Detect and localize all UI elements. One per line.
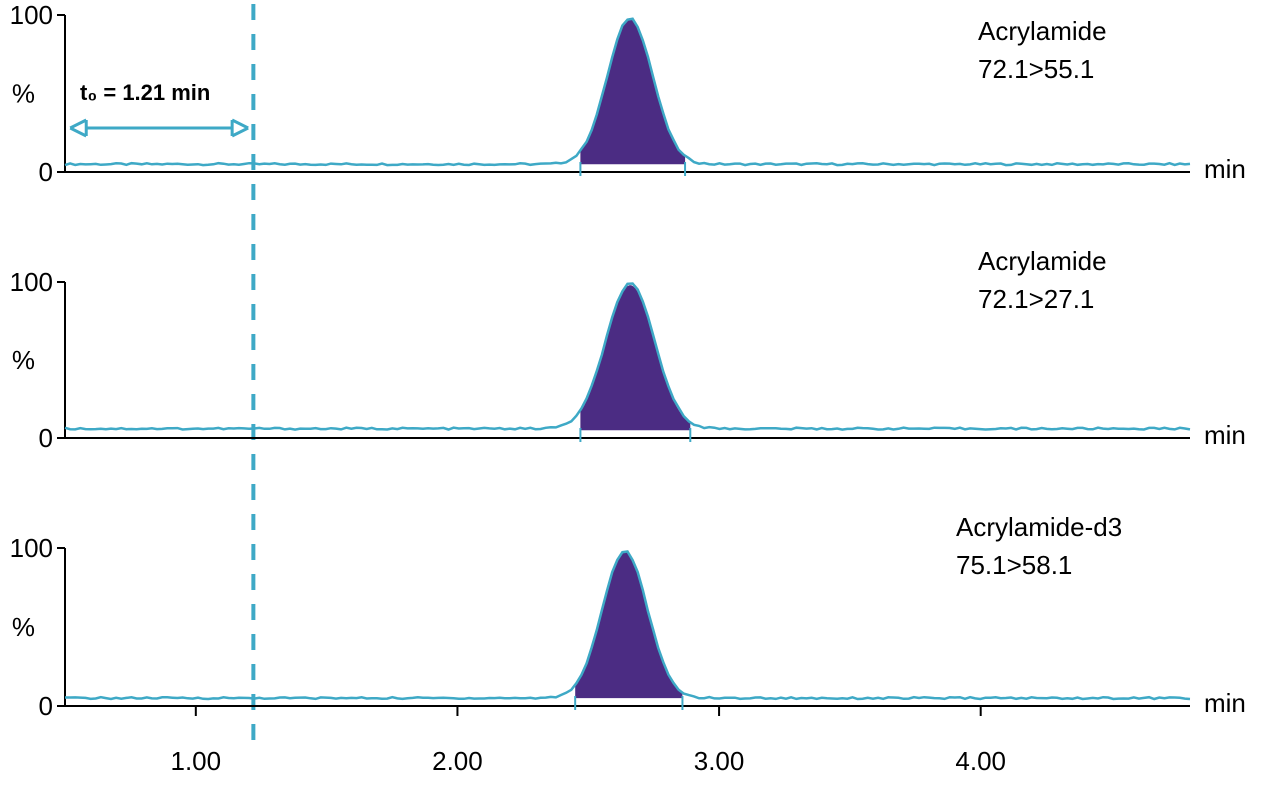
t0-arrow-head-left xyxy=(70,120,86,136)
y-axis-symbol: % xyxy=(12,612,35,642)
compound-name-label: Acrylamide xyxy=(978,246,1107,276)
x-axis-unit-label: min xyxy=(1204,420,1246,450)
x-tick-label: 3.00 xyxy=(694,746,745,776)
transition-label: 75.1>58.1 xyxy=(956,550,1072,580)
panel-2: 0 100% Acrylamide 72.1>27.1 min xyxy=(10,246,1246,453)
y-tick-label: 0 xyxy=(39,423,53,453)
compound-name-label: Acrylamide xyxy=(978,16,1107,46)
chromatogram-figure: 0 100% Acrylamide 72.1>55.1 min t₀ = 1.21 min… xyxy=(0,0,1280,807)
x-axis-unit-label: min xyxy=(1204,688,1246,718)
x-axis-unit-label: min xyxy=(1204,154,1246,184)
y-tick-label: 100 xyxy=(10,0,53,30)
peak-fill xyxy=(580,285,690,430)
y-axis-symbol: % xyxy=(12,79,35,109)
y-tick-label: 100 xyxy=(10,267,53,297)
panel-3: 0 100% Acrylamide-d3 75.1>58.1 min xyxy=(10,512,1246,721)
y-axis-symbol: % xyxy=(12,345,35,375)
x-tick-label: 1.00 xyxy=(171,746,222,776)
peak-fill xyxy=(580,18,685,164)
y-tick-label: 100 xyxy=(10,533,53,563)
y-tick-label: 0 xyxy=(39,157,53,187)
chromatogram-svg: 0 100% Acrylamide 72.1>55.1 min t₀ = 1.21 min… xyxy=(0,0,1280,807)
t0-arrow-head-right xyxy=(232,120,248,136)
transition-label: 72.1>27.1 xyxy=(978,284,1094,314)
t0-label: t₀ = 1.21 min xyxy=(80,80,210,105)
compound-name-label: Acrylamide-d3 xyxy=(956,512,1122,542)
peak-fill xyxy=(575,551,682,698)
y-tick-label: 0 xyxy=(39,691,53,721)
x-tick-label: 2.00 xyxy=(432,746,483,776)
transition-label: 72.1>55.1 xyxy=(978,54,1094,84)
panel-1: 0 100% Acrylamide 72.1>55.1 min t₀ = 1.21 min xyxy=(10,0,1246,187)
x-tick-label: 4.00 xyxy=(955,746,1006,776)
